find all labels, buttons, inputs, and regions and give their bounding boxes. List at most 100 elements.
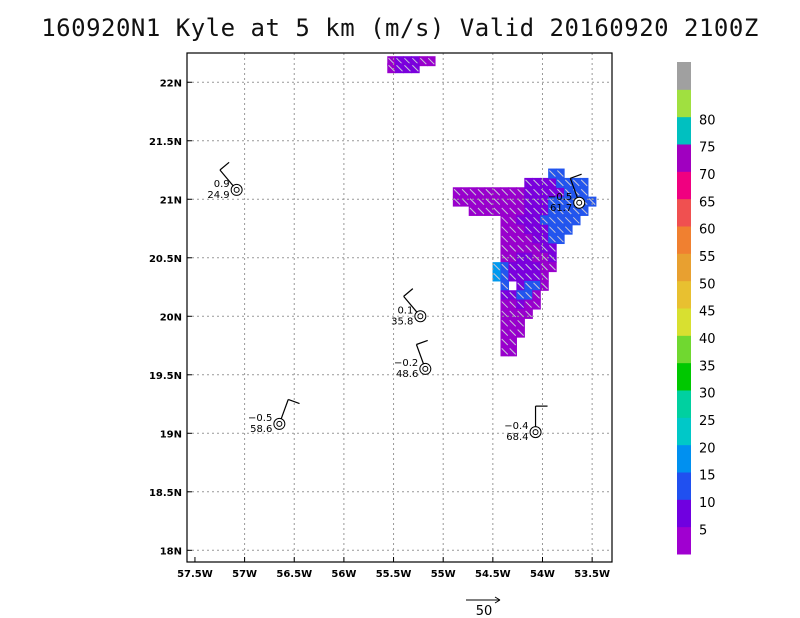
- wind-arrow: [396, 64, 403, 72]
- wind-arrow: [549, 179, 556, 187]
- wind-arrow: [557, 170, 564, 177]
- y-tick-label: 21.5N: [149, 137, 182, 148]
- wind-arrow: [412, 64, 419, 72]
- wind-arrow: [564, 216, 572, 224]
- colorbar-swatch: [677, 253, 691, 282]
- wind-arrow: [493, 188, 501, 196]
- colorbar-swatch: [677, 499, 691, 528]
- wind-arrow: [501, 245, 509, 252]
- wind-arrow: [485, 198, 493, 205]
- wind-arrow: [533, 301, 540, 308]
- wind-arrow: [501, 319, 509, 327]
- colorbar-label: 55: [699, 250, 716, 265]
- colorbar-swatch: [677, 89, 691, 118]
- wind-arrow: [517, 273, 524, 280]
- colorbar-swatch: [677, 526, 691, 555]
- wind-arrow: [580, 188, 588, 196]
- wind-arrow: [501, 310, 509, 318]
- colorbar-swatch: [677, 62, 691, 90]
- wind-arrow: [525, 245, 532, 252]
- wind-barb-staff: [569, 178, 579, 199]
- wind-arrow: [525, 235, 532, 243]
- wind-arrow: [509, 319, 517, 327]
- reference-label: 50: [476, 604, 493, 618]
- colorbar-label: 25: [699, 414, 716, 429]
- wind-arrow: [557, 226, 564, 234]
- wind-arrow: [533, 254, 540, 262]
- wind-arrow: [485, 188, 493, 196]
- wind-arrow: [509, 329, 517, 337]
- wind-arrow: [525, 301, 532, 308]
- wind-arrow: [396, 57, 403, 65]
- station: −0.468.4: [504, 405, 548, 443]
- colorbar-label: 45: [699, 305, 716, 320]
- station-value-top: −0.5: [248, 413, 272, 424]
- chart-title: 160920N1 Kyle at 5 km (m/s) Valid 201609…: [41, 14, 759, 42]
- colorbar-swatch: [677, 390, 691, 418]
- wind-arrow: [501, 254, 509, 262]
- wind-arrow: [572, 207, 580, 215]
- station-value-bottom: 24.9: [207, 190, 229, 201]
- colorbar-swatch: [677, 362, 691, 391]
- wind-arrow: [549, 207, 556, 215]
- wind-arrow: [541, 235, 548, 243]
- wind-arrow: [509, 198, 517, 205]
- y-tick-label: 19.5N: [149, 371, 182, 382]
- station-dot-icon: [233, 186, 240, 193]
- station-value-top: −0.2: [394, 358, 418, 369]
- wind-arrow: [509, 273, 517, 280]
- wind-arrow: [557, 207, 564, 215]
- wind-arrow: [572, 216, 580, 224]
- wind-arrow: [453, 198, 461, 205]
- wind-barb-flag: [288, 398, 300, 405]
- wind-arrow: [564, 188, 572, 196]
- colorbar-swatch: [677, 171, 691, 200]
- wind-field: [387, 56, 597, 357]
- wind-arrow: [525, 216, 532, 224]
- wind-arrow: [549, 198, 556, 205]
- wind-arrow: [509, 245, 517, 252]
- wind-arrow: [427, 57, 435, 65]
- station-ring-icon: [419, 362, 432, 375]
- wind-arrow: [509, 310, 517, 318]
- wind-arrow: [517, 254, 524, 262]
- wind-arrow: [517, 207, 524, 215]
- wind-arrow: [477, 207, 485, 215]
- wind-arrow: [509, 235, 517, 243]
- wind-arrow: [564, 198, 572, 205]
- x-tick-label: 57.5W: [177, 569, 213, 580]
- colorbar-label: 10: [699, 496, 716, 511]
- reference-vector: 50: [466, 596, 501, 618]
- colorbar-label: 75: [699, 141, 716, 156]
- plot-frame: [186, 52, 613, 563]
- x-tick-label: 55.5W: [376, 569, 412, 580]
- wind-arrow: [517, 291, 524, 299]
- station-ring-icon: [230, 183, 243, 196]
- wind-arrow: [493, 263, 501, 271]
- colorbar-label: 65: [699, 195, 716, 210]
- station-value-bottom: 35.8: [391, 316, 413, 327]
- wind-arrow: [533, 226, 540, 234]
- station-dot-icon: [417, 313, 424, 320]
- station-value-bottom: 48.6: [396, 369, 418, 380]
- wind-arrow: [533, 179, 540, 187]
- y-tick-label: 21N: [160, 195, 182, 206]
- wind-arrow: [509, 301, 517, 308]
- colorbar-swatch: [677, 226, 691, 254]
- wind-arrow: [533, 263, 540, 271]
- wind-barb-staff: [403, 295, 418, 313]
- wind-arrow: [564, 179, 572, 187]
- wind-barb-flag: [219, 161, 230, 171]
- wind-arrow: [493, 198, 501, 205]
- wind-arrow: [549, 170, 556, 177]
- station-value-bottom: 58.6: [250, 424, 272, 435]
- wind-barb-staff: [219, 169, 234, 187]
- colorbar-swatch: [677, 444, 691, 473]
- y-tick-label: 19N: [160, 429, 182, 440]
- wind-arrow: [580, 179, 588, 187]
- wind-arrow: [517, 216, 524, 224]
- wind-arrow: [564, 207, 572, 215]
- wind-arrow: [517, 226, 524, 234]
- station-dot-icon: [422, 365, 429, 372]
- wind-arrow: [404, 64, 411, 72]
